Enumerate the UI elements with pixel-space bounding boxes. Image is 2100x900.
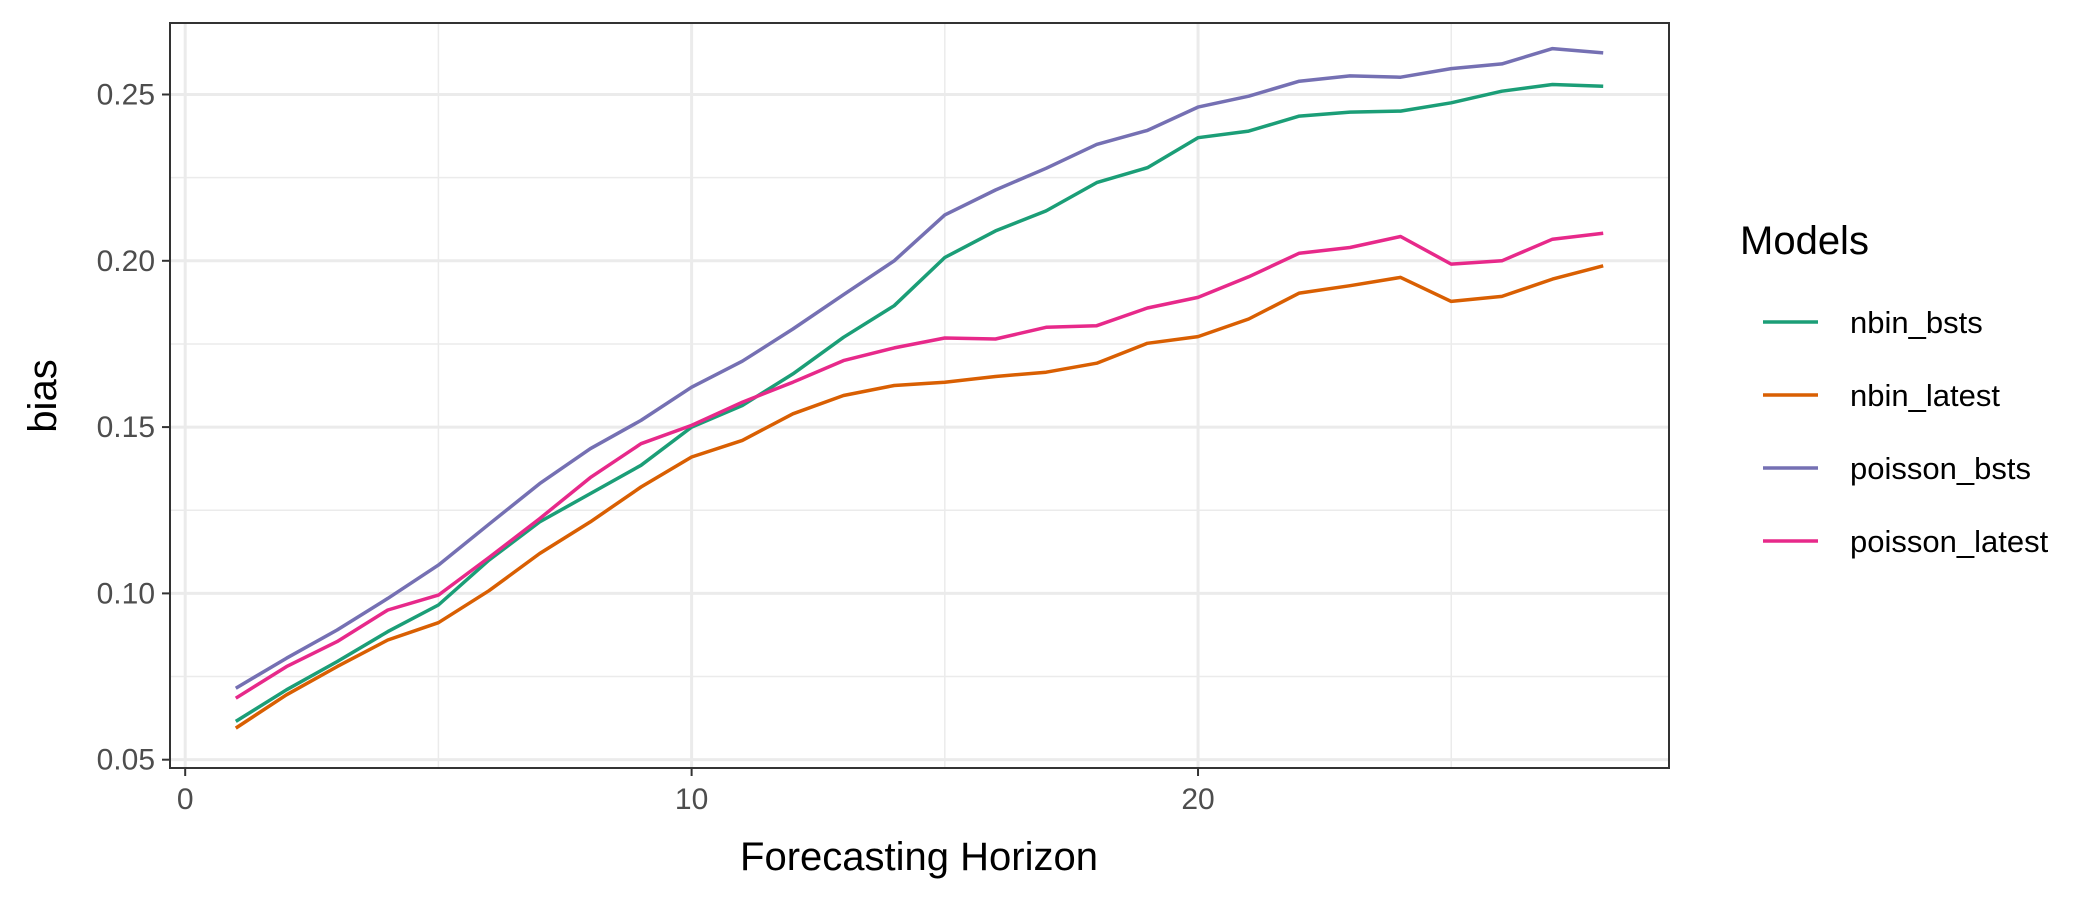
x-axis: 0 10 20: [177, 768, 1215, 816]
y-tick-label: 0.25: [97, 79, 155, 112]
legend: Models nbin_bsts nbin_latest poisson_bstsp…: [1740, 219, 2049, 559]
y-tick-label: 0.05: [97, 744, 155, 777]
series-line-poisson-bsts: [234, 46, 1604, 690]
x-tick-label: 20: [1181, 783, 1214, 816]
legend-title: Models: [1740, 219, 1869, 263]
plot-border: [169, 22, 1670, 769]
series-line-nbin-bsts: [234, 82, 1604, 723]
legend-item-poisson-bsts: poisson_bsts: [1763, 451, 2031, 486]
y-axis: 0.05 0.10 0.15 0.20 0.25: [97, 79, 170, 777]
legend-label: nbin_bsts: [1850, 305, 1983, 340]
x-tick-label: 0: [177, 783, 194, 816]
x-tick-label: 10: [675, 783, 708, 816]
legend-label: nbin_latest: [1850, 378, 2000, 413]
series-lines: [234, 46, 1604, 730]
y-tick-label: 0.20: [97, 245, 155, 278]
y-tick-label: 0.10: [97, 577, 155, 610]
major-grid: [170, 23, 1669, 768]
legend-item-nbin-bsts: nbin_bsts: [1763, 305, 1983, 340]
x-axis-title: Forecasting Horizon: [740, 835, 1098, 879]
series-line-nbin-latest: [234, 264, 1604, 730]
legend-item-poisson-latest: poisson_latest: [1763, 524, 2049, 559]
legend-item-nbin-latest: nbin_latest: [1763, 378, 2000, 413]
series-line-poisson-latest: [234, 231, 1604, 700]
plot-background: [170, 23, 1669, 768]
legend-label: poisson_bsts: [1850, 451, 2031, 486]
y-tick-label: 0.15: [97, 411, 155, 444]
legend-label: poisson_latest: [1850, 524, 2049, 559]
y-axis-title: bias: [21, 359, 65, 432]
